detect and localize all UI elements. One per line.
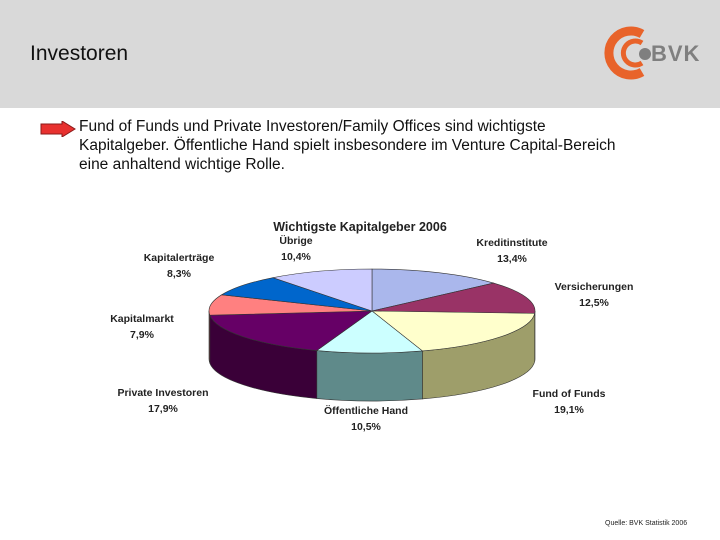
pie-slice-side-kapitalmarkt (208, 310, 211, 364)
slice-value-kapitalmarkt: 7,9% (130, 329, 155, 341)
pie-slice-ubrige (271, 268, 373, 312)
slice-value-versicherungen: 12,5% (579, 297, 609, 309)
bvk-logo-icon (604, 26, 651, 80)
page-title: Investoren (30, 42, 129, 65)
slice-label-offentliche-hand: Öffentliche Hand (324, 404, 408, 417)
slice-value-kreditinstitute: 13,4% (497, 253, 527, 265)
slice-label-fund-of-funds: Fund of Funds (533, 388, 606, 400)
slice-label-kapitalertrage: Kapitalerträge (144, 252, 215, 264)
header-bar: Investoren BVK (0, 0, 720, 108)
bvk-logo: BVK (600, 18, 710, 88)
bullet-text: Fund of Funds und Private Investoren/Fam… (79, 118, 616, 173)
pie-slice-offentliche-hand (315, 310, 424, 354)
pie-slice-fund-of-funds (371, 310, 536, 352)
slice-value-fund-of-funds: 19,1% (554, 404, 584, 416)
slice-label-kapitalmarkt: Kapitalmarkt (110, 313, 174, 325)
slice-label-private-investoren: Private Investoren (117, 387, 208, 399)
slice-label-versicherungen: Versicherungen (555, 281, 634, 293)
pie-slice-versicherungen (371, 282, 536, 314)
bullet-arrow-icon (40, 121, 76, 137)
logo-text: BVK (651, 41, 701, 66)
slice-label-kreditinstitute: Kreditinstitute (476, 237, 547, 249)
chart-title: Wichtigste Kapitalgeber 2006 (273, 220, 447, 234)
slice-value-private-investoren: 17,9% (148, 403, 178, 415)
slice-value-ubrige: 10,4% (281, 251, 311, 263)
slice-value-kapitalertrage: 8,3% (167, 268, 192, 280)
slice-label-ubrige: Übrige (279, 234, 312, 247)
slice-value-offentliche-hand: 10,5% (351, 421, 381, 433)
pie-slice-side-offentliche-hand (316, 350, 423, 402)
pie-slice-private-investoren (209, 310, 373, 351)
source-note: Quelle: BVK Statistik 2006 (605, 520, 688, 527)
pie-slice-kreditinstitute (371, 268, 495, 312)
